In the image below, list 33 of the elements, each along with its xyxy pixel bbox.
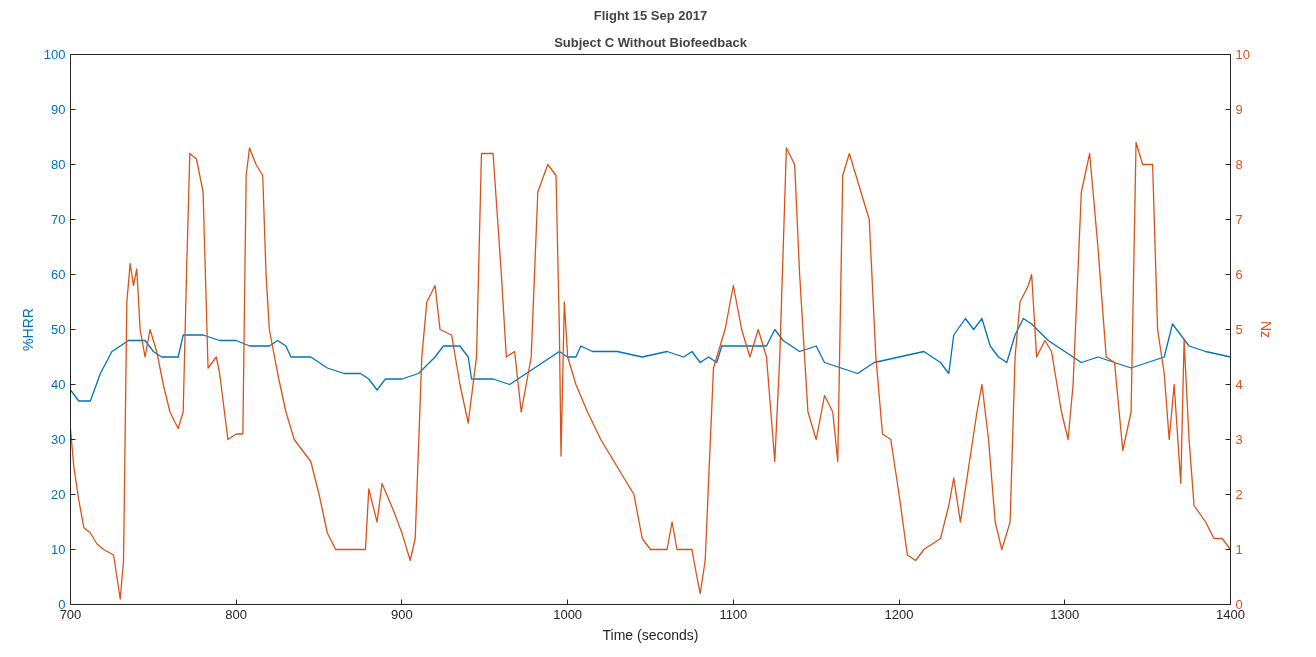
- y-tick-label: 80: [51, 157, 66, 172]
- y-tick-label: 30: [51, 432, 66, 447]
- y-tick-label: 90: [51, 102, 66, 117]
- y2-tick-label: 1: [1235, 542, 1243, 557]
- x-tick-label: 900: [391, 606, 413, 622]
- y2-tick-label: 2: [1235, 487, 1243, 502]
- x-tick-label: 1300: [1050, 606, 1080, 622]
- y-tick-label: 40: [51, 377, 66, 392]
- y-tick-label: 60: [51, 267, 66, 282]
- y2-tick-label: 6: [1235, 267, 1243, 282]
- chart-title: Flight 15 Sep 2017: [593, 7, 708, 23]
- x-tick-label: 1000: [553, 606, 583, 622]
- x-tick-label: 1100: [719, 606, 748, 622]
- x-axis-title: Time (seconds): [602, 626, 699, 643]
- line-series: [70, 141, 1231, 600]
- line-series: [70, 317, 1231, 402]
- x-tick-label: 800: [225, 606, 248, 622]
- y2-tick-label: 9: [1235, 102, 1243, 117]
- y-tick-label: 50: [51, 322, 66, 337]
- y2-tick-label: 7: [1235, 212, 1243, 227]
- y2-tick-label: 3: [1235, 432, 1243, 447]
- y-tick-label: 100: [43, 47, 66, 62]
- y-tick-label: 10: [51, 542, 66, 557]
- y2-tick-label: 10: [1235, 47, 1250, 62]
- y-axis-title: %HRR: [19, 308, 36, 351]
- y2-tick-label: 5: [1235, 322, 1243, 337]
- y2-tick-label: 8: [1235, 157, 1243, 172]
- y2-axis-title: Nz: [1257, 320, 1274, 339]
- y-tick-label: 70: [51, 212, 66, 227]
- chart-subtitle: Subject C Without Biofeedback: [554, 34, 748, 50]
- y2-tick-label: 4: [1235, 377, 1243, 392]
- x-tick-label: 1200: [884, 606, 914, 622]
- y-tick-label: 20: [51, 487, 66, 502]
